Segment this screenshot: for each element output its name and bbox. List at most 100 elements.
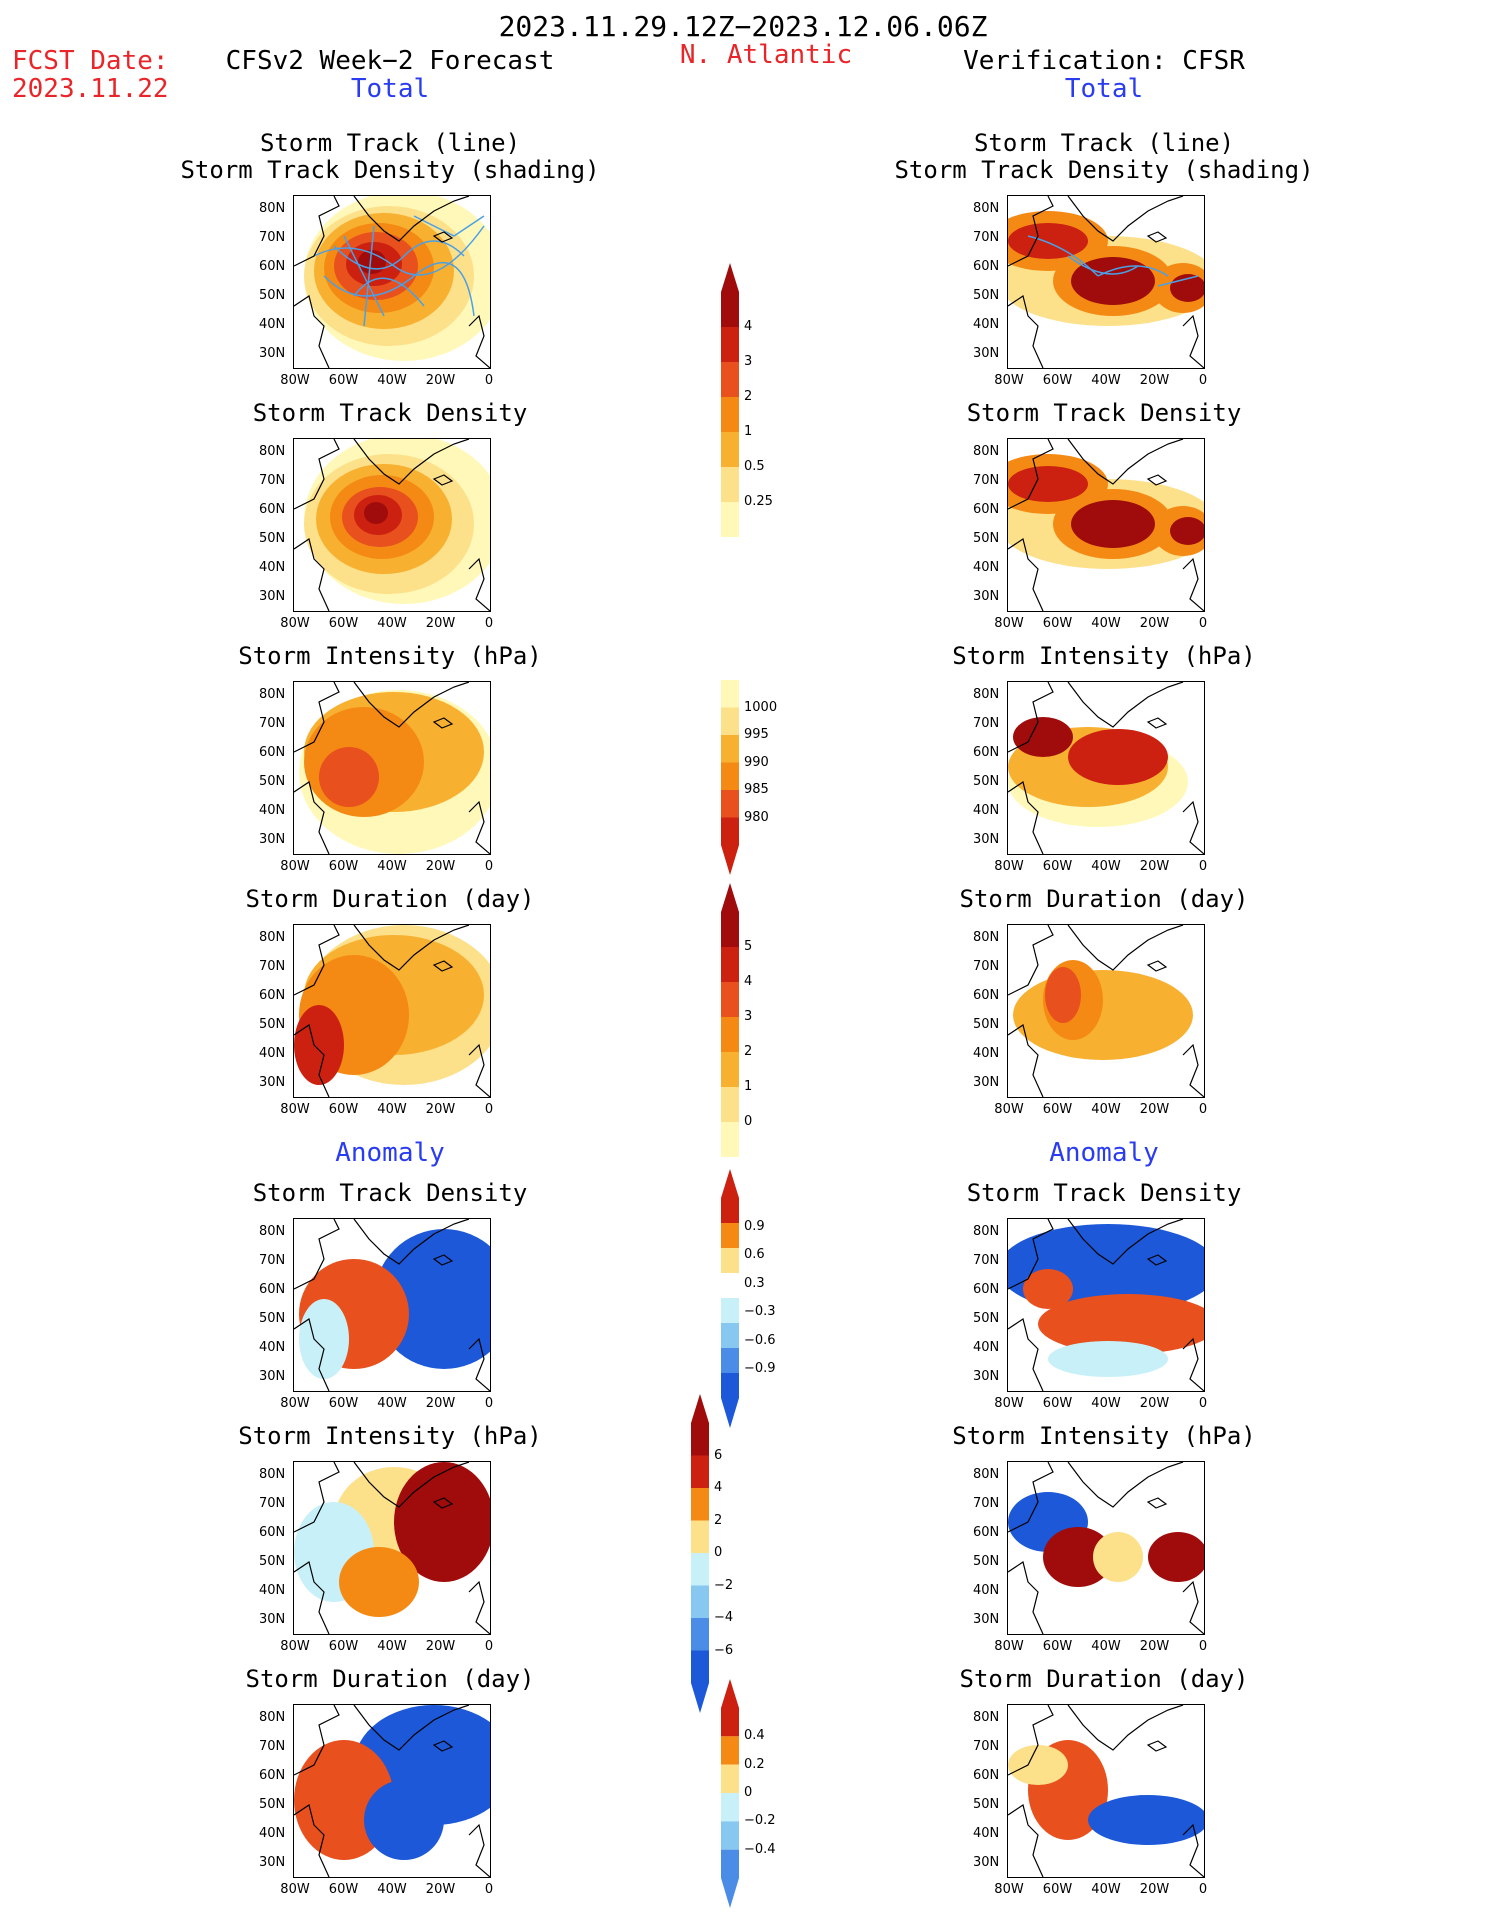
coastline xyxy=(1008,682,1054,753)
anom-density-colorbar xyxy=(721,1169,739,1428)
lat-tick-label: 40N xyxy=(259,560,286,575)
colorbar-swatch xyxy=(691,1585,709,1618)
coastline xyxy=(1182,314,1204,368)
lon-tick-label: 20W xyxy=(1139,373,1170,388)
colorbar-tick-label: 2 xyxy=(714,1512,723,1528)
lat-tick-label: 60N xyxy=(259,988,286,1003)
colorbar-swatch xyxy=(721,1122,739,1157)
storm-track-line xyxy=(1067,255,1139,275)
shading-region xyxy=(1148,1532,1204,1582)
left-anom-density-map xyxy=(293,1218,491,1392)
shading-region xyxy=(1013,970,1193,1060)
right-total-duration-map xyxy=(1007,924,1205,1098)
lon-tick-label: 0 xyxy=(484,859,494,874)
coastline xyxy=(1146,960,1168,972)
lat-tick-label: 50N xyxy=(259,1797,286,1812)
lat-tick-label: 70N xyxy=(259,1253,286,1268)
lat-tick-label: 30N xyxy=(973,1612,1000,1627)
lat-tick-label: 30N xyxy=(259,1612,286,1627)
storm-track-line xyxy=(413,215,485,237)
lon-tick-label: 60W xyxy=(328,373,359,388)
colorbar-top-triangle xyxy=(721,883,739,912)
coastline xyxy=(468,314,490,368)
shading-region xyxy=(364,1780,444,1860)
colorbar-tick-label: 2 xyxy=(744,389,753,404)
right-anom-duration-title: Storm Duration (day) xyxy=(959,1665,1249,1693)
colorbar-swatch xyxy=(721,1223,739,1248)
coastline xyxy=(294,196,340,267)
colorbar-swatch xyxy=(721,1198,739,1223)
lon-tick-label: 40W xyxy=(377,616,407,631)
lat-tick-label: 60N xyxy=(973,502,1000,517)
colorbar-swatch xyxy=(721,1849,739,1878)
coastline xyxy=(1067,1705,1184,1751)
left-anom-intensity-map xyxy=(293,1461,491,1635)
colorbar-tick-label: −0.9 xyxy=(744,1361,776,1377)
lat-tick-label: 60N xyxy=(973,1768,1000,1783)
lon-tick-label: 0 xyxy=(1198,373,1208,388)
colorbar-top-triangle xyxy=(691,1394,709,1423)
lon-tick-label: 40W xyxy=(377,1639,407,1654)
coastline xyxy=(294,1219,340,1290)
left-total-track-map xyxy=(293,195,491,369)
left-duration-title: Storm Duration (day) xyxy=(245,885,535,913)
colorbar-tick-label: 1 xyxy=(744,424,753,439)
lon-tick-label: 0 xyxy=(1198,1102,1208,1117)
coastline xyxy=(468,1580,490,1634)
lat-tick-label: 50N xyxy=(973,1017,1000,1032)
lat-tick-label: 40N xyxy=(259,1826,286,1841)
anom-duration-colorbar xyxy=(721,1679,739,1908)
lat-tick-label: 80N xyxy=(259,687,286,702)
left-anomaly-label: Anomaly xyxy=(335,1138,445,1168)
colorbar-swatch xyxy=(691,1520,709,1553)
left-intensity-title: Storm Intensity (hPa) xyxy=(238,642,542,670)
right-anom-duration-map xyxy=(1007,1704,1205,1878)
shading-region xyxy=(1013,717,1073,757)
colorbar-tick-label: 0.25 xyxy=(744,494,773,509)
coastline xyxy=(1008,295,1044,368)
colorbar-tick-label: 4 xyxy=(744,974,753,989)
storm-track-line xyxy=(313,225,485,276)
storm-track-line xyxy=(1157,275,1199,287)
coastline xyxy=(1008,196,1054,267)
coastline xyxy=(1067,1219,1184,1265)
lon-tick-label: 80W xyxy=(280,1102,310,1117)
colorbar-tick-label: 0.4 xyxy=(744,1728,765,1744)
lon-tick-label: 0 xyxy=(1198,1639,1208,1654)
lon-tick-label: 20W xyxy=(425,616,456,631)
storm-track-line xyxy=(323,262,475,317)
lon-tick-label: 0 xyxy=(484,616,494,631)
lat-tick-label: 80N xyxy=(259,1710,286,1725)
coastline xyxy=(294,295,330,368)
lat-tick-label: 50N xyxy=(259,288,286,303)
shading-region xyxy=(299,1299,349,1379)
lat-tick-label: 70N xyxy=(973,473,1000,488)
lat-tick-label: 30N xyxy=(973,1855,1000,1870)
coastline xyxy=(353,1219,470,1265)
colorbar-tick-label: −2 xyxy=(714,1577,734,1593)
colorbar-swatch xyxy=(721,397,739,432)
coastline xyxy=(432,1254,454,1266)
coastline xyxy=(468,557,490,611)
colorbar-swatch xyxy=(721,1323,739,1348)
shading-region xyxy=(1038,1294,1204,1354)
colorbar-swatch xyxy=(721,502,739,537)
shading-region xyxy=(1048,1341,1168,1377)
left-column-title: CFSv2 Week−2 Forecast xyxy=(225,46,555,76)
colorbar-tick-label: −4 xyxy=(714,1610,734,1625)
lat-tick-label: 60N xyxy=(259,1768,286,1783)
lon-tick-label: 20W xyxy=(1139,1102,1170,1117)
lat-tick-label: 70N xyxy=(973,1253,1000,1268)
lon-tick-label: 20W xyxy=(425,1102,456,1117)
lon-tick-label: 0 xyxy=(484,1396,494,1411)
colorbar-bottom-triangle xyxy=(721,1878,739,1908)
lon-tick-label: 0 xyxy=(484,1639,494,1654)
coastline xyxy=(294,1318,330,1391)
lon-tick-label: 20W xyxy=(425,373,456,388)
colorbar-tick-label: 5 xyxy=(744,939,753,954)
lat-tick-label: 80N xyxy=(973,687,1000,702)
colorbar-swatch xyxy=(721,707,739,735)
colorbar-swatch xyxy=(691,1553,709,1586)
lat-tick-label: 80N xyxy=(973,1467,1000,1482)
lat-tick-label: 50N xyxy=(259,1311,286,1326)
